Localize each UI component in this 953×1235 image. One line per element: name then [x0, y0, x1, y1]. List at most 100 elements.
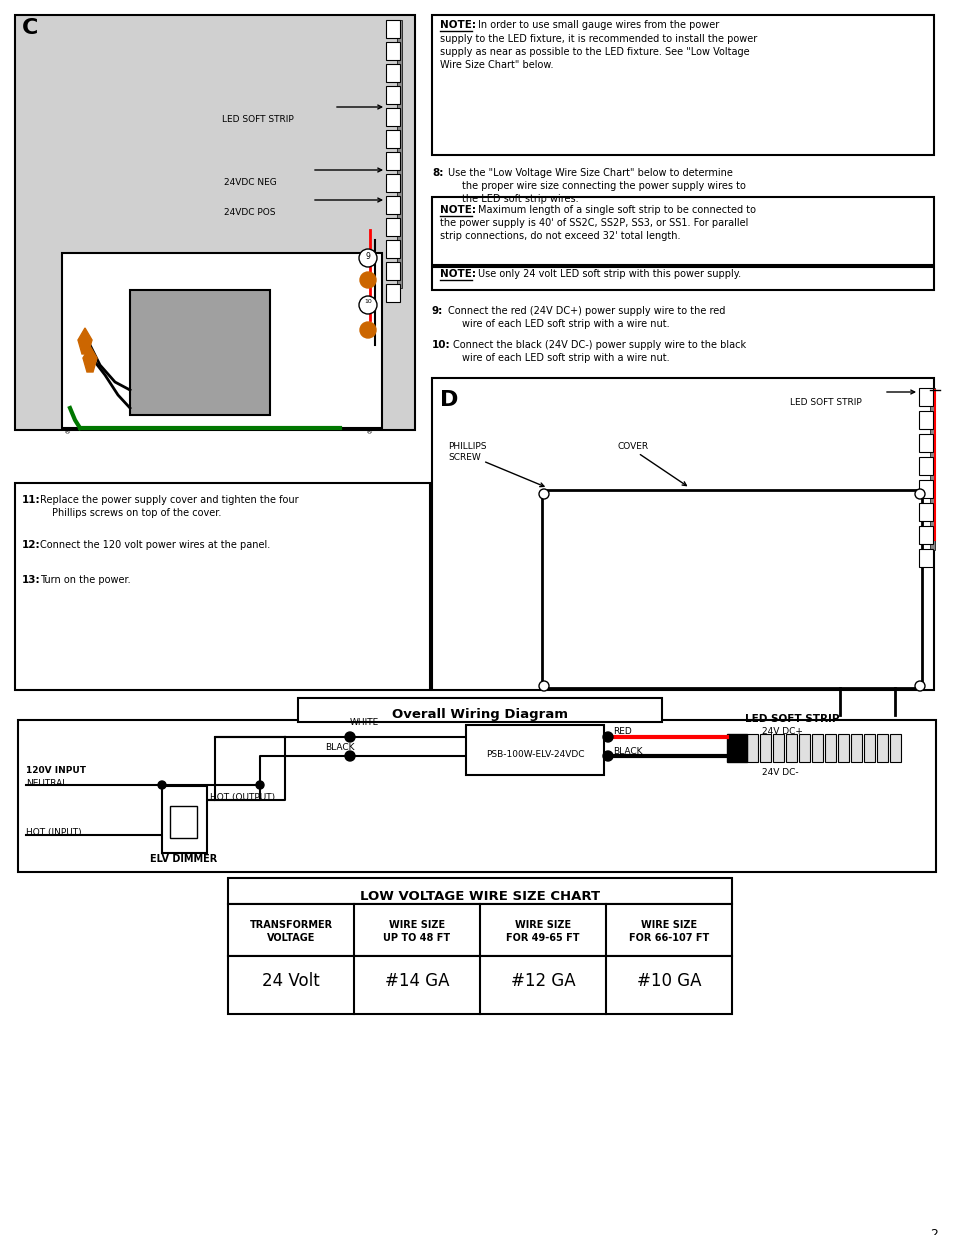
Circle shape — [345, 732, 355, 742]
Bar — [746, 734, 758, 762]
Bar — [432, 267, 933, 290]
Bar — [918, 503, 932, 521]
Text: supply to the LED fixture, it is recommended to install the power: supply to the LED fixture, it is recomme… — [439, 35, 757, 44]
Circle shape — [158, 781, 166, 789]
Bar — [170, 806, 196, 839]
Text: SCREW: SCREW — [448, 453, 480, 462]
Text: wire of each LED soft strip with a wire nut.: wire of each LED soft strip with a wire … — [461, 319, 669, 329]
Circle shape — [914, 680, 924, 692]
Polygon shape — [83, 346, 97, 358]
Text: Connect the black (24V DC-) power supply wire to the black: Connect the black (24V DC-) power supply… — [453, 340, 745, 350]
Text: supply as near as possible to the LED fixture. See "Low Voltage: supply as near as possible to the LED fi… — [439, 47, 749, 57]
Text: Use the "Low Voltage Wire Size Chart" below to determine: Use the "Low Voltage Wire Size Chart" be… — [448, 168, 732, 178]
Text: 24VDC POS: 24VDC POS — [224, 207, 275, 217]
Text: the proper wire size connecting the power supply wires to: the proper wire size connecting the powe… — [461, 182, 745, 191]
Text: Connect the red (24V DC+) power supply wire to the red: Connect the red (24V DC+) power supply w… — [448, 306, 724, 316]
Text: ®: ® — [64, 429, 71, 435]
Bar — [918, 411, 932, 429]
Bar — [297, 698, 661, 722]
Bar — [18, 720, 935, 872]
Bar — [541, 490, 921, 688]
Text: ®: ® — [366, 429, 373, 435]
Text: WIRE SIZE: WIRE SIZE — [515, 920, 571, 930]
Text: Turn on the power.: Turn on the power. — [40, 576, 131, 585]
Circle shape — [538, 489, 548, 499]
Bar — [386, 284, 399, 303]
Bar — [837, 734, 848, 762]
Bar — [918, 433, 932, 452]
Text: WIRE SIZE: WIRE SIZE — [640, 920, 697, 930]
Bar — [396, 20, 401, 288]
Text: PSB-100W-ELV-24VDC: PSB-100W-ELV-24VDC — [485, 750, 583, 760]
Bar — [799, 734, 809, 762]
Bar — [760, 734, 770, 762]
Text: TRANSFORMER: TRANSFORMER — [249, 920, 333, 930]
Text: 10:: 10: — [432, 340, 450, 350]
Text: the LED soft strip wires.: the LED soft strip wires. — [461, 194, 578, 204]
Bar — [386, 196, 399, 214]
Bar — [918, 480, 932, 498]
Text: Wire Size Chart" below.: Wire Size Chart" below. — [439, 61, 553, 70]
Text: 11:: 11: — [22, 495, 41, 505]
Text: FOR 49-65 FT: FOR 49-65 FT — [506, 932, 579, 944]
Text: BLACK: BLACK — [613, 747, 641, 756]
Text: wire of each LED soft strip with a wire nut.: wire of each LED soft strip with a wire … — [461, 353, 669, 363]
Bar — [785, 734, 796, 762]
Polygon shape — [78, 329, 91, 340]
Text: Phillips screws on top of the cover.: Phillips screws on top of the cover. — [52, 508, 221, 517]
Bar — [386, 240, 399, 258]
Text: LED SOFT STRIP: LED SOFT STRIP — [222, 115, 294, 124]
Circle shape — [359, 272, 375, 288]
Polygon shape — [78, 340, 91, 354]
Text: FOR 66-107 FT: FOR 66-107 FT — [628, 932, 708, 944]
Text: 24V DC+: 24V DC+ — [761, 727, 802, 736]
Text: 9: 9 — [365, 252, 370, 261]
Text: 8:: 8: — [432, 168, 443, 178]
Text: Use only 24 volt LED soft strip with this power supply.: Use only 24 volt LED soft strip with thi… — [477, 269, 740, 279]
Text: Overall Wiring Diagram: Overall Wiring Diagram — [392, 708, 567, 721]
Circle shape — [538, 680, 548, 692]
Text: C: C — [22, 19, 38, 38]
Bar — [432, 378, 933, 690]
Text: NEUTRAL: NEUTRAL — [26, 779, 67, 788]
Text: WIRE SIZE: WIRE SIZE — [389, 920, 445, 930]
Text: Maximum length of a single soft strip to be connected to: Maximum length of a single soft strip to… — [477, 205, 755, 215]
Circle shape — [602, 751, 613, 761]
Text: NOTE:: NOTE: — [439, 205, 476, 215]
Bar — [918, 550, 932, 567]
Circle shape — [358, 249, 376, 267]
Text: PHILLIPS: PHILLIPS — [448, 442, 486, 451]
Bar — [876, 734, 887, 762]
Bar — [386, 42, 399, 61]
Text: RED: RED — [613, 727, 631, 736]
Text: HOT (INPUT): HOT (INPUT) — [26, 827, 82, 837]
Text: 24V DC-: 24V DC- — [761, 768, 798, 777]
Text: LED SOFT STRIP: LED SOFT STRIP — [789, 398, 861, 408]
Bar — [929, 388, 934, 550]
Bar — [386, 219, 399, 236]
Text: #12 GA: #12 GA — [510, 972, 575, 990]
Text: 24VDC NEG: 24VDC NEG — [224, 178, 276, 186]
Text: Connect the 120 volt power wires at the panel.: Connect the 120 volt power wires at the … — [40, 540, 270, 550]
Text: HOT (OUTPUT): HOT (OUTPUT) — [210, 793, 274, 802]
Text: the power supply is 40' of SS2C, SS2P, SS3, or SS1. For parallel: the power supply is 40' of SS2C, SS2P, S… — [439, 219, 747, 228]
Text: strip connections, do not exceed 32' total length.: strip connections, do not exceed 32' tot… — [439, 231, 679, 241]
Bar — [386, 20, 399, 38]
Text: 24 Volt: 24 Volt — [262, 972, 319, 990]
Text: LED SOFT STRIP: LED SOFT STRIP — [744, 714, 839, 724]
Circle shape — [345, 751, 355, 761]
Text: Replace the power supply cover and tighten the four: Replace the power supply cover and tight… — [40, 495, 298, 505]
Bar — [850, 734, 862, 762]
Bar — [386, 86, 399, 104]
Bar — [386, 152, 399, 170]
Text: VOLTAGE: VOLTAGE — [267, 932, 314, 944]
Text: #10 GA: #10 GA — [636, 972, 700, 990]
Circle shape — [255, 781, 264, 789]
Text: UP TO 48 FT: UP TO 48 FT — [383, 932, 450, 944]
Text: BLACK: BLACK — [325, 743, 355, 752]
Bar — [228, 904, 731, 956]
Bar — [726, 734, 746, 762]
Bar — [824, 734, 835, 762]
Circle shape — [358, 296, 376, 314]
Text: 2: 2 — [929, 1228, 937, 1235]
